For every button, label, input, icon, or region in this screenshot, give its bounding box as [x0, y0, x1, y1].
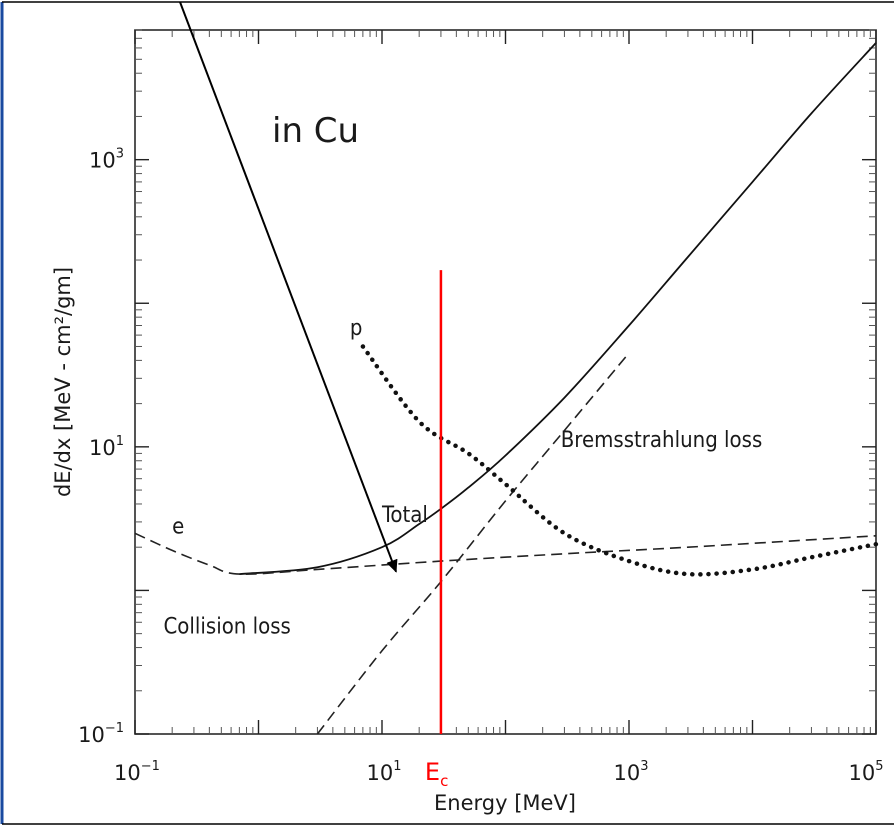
x-axis-title: Energy [MeV] — [434, 791, 576, 815]
y-tick-label: 10−1 — [78, 721, 124, 747]
curves — [134, 42, 879, 735]
x-tick-label: 101 — [366, 759, 401, 785]
y-tick-label: 101 — [89, 434, 124, 460]
series-collision-loss — [134, 532, 877, 575]
minor-ticks — [135, 29, 876, 734]
proton-label: p — [350, 316, 363, 341]
series-bremsstrahlung-loss — [316, 352, 630, 735]
x-tick-label-base: 10 — [114, 761, 141, 785]
bremsstrahlung-loss-label: Bremsstrahlung loss — [561, 428, 763, 453]
x-tick-label-base: 10 — [613, 761, 640, 785]
y-tick-label-base: 10 — [89, 149, 116, 173]
series-total — [239, 42, 877, 575]
critical-energy-symbol: E — [425, 758, 440, 786]
major-ticks — [134, 30, 877, 735]
x-tick-label-exponent: −1 — [141, 759, 160, 774]
critical-energy-label: Ec — [425, 758, 448, 790]
x-tick-label-base: 10 — [366, 761, 393, 785]
y-tick-label-exponent: 3 — [116, 147, 124, 162]
x-tick-label-exponent: 1 — [393, 759, 401, 774]
x-tick-label-base: 10 — [848, 761, 875, 785]
y-tick-label-exponent: 1 — [116, 434, 124, 449]
y-tick-label-base: 10 — [78, 723, 105, 747]
critical-energy-subscript: c — [440, 772, 448, 790]
x-tick-label: 105 — [848, 759, 883, 785]
total-label: Total — [381, 503, 428, 528]
x-tick-label-exponent: 5 — [875, 759, 883, 774]
chart-title: in Cu — [272, 111, 359, 151]
electron-label: e — [172, 514, 184, 539]
pointer-arrow — [179, 1, 398, 573]
y-axis-title: dE/dx [MeV - cm²/gm] — [51, 267, 75, 497]
collision-loss-label: Collision loss — [163, 615, 290, 640]
y-tick-label-base: 10 — [89, 436, 116, 460]
y-tick-label: 103 — [89, 147, 124, 173]
x-tick-label-exponent: 3 — [640, 759, 648, 774]
x-tick-label: 10−1 — [114, 759, 160, 785]
x-tick-label: 103 — [613, 759, 648, 785]
y-tick-label-exponent: −1 — [105, 721, 124, 736]
x-tick-labels: 10−1 101 103 105 — [114, 759, 883, 785]
series-p — [360, 344, 879, 577]
